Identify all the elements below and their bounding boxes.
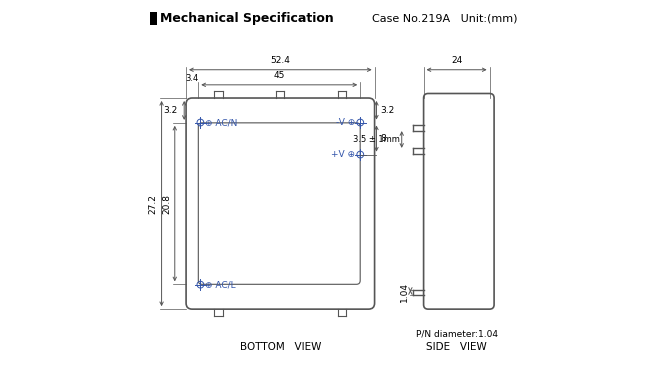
Text: +V ⊕: +V ⊕ [332,150,355,159]
Text: 3.2: 3.2 [381,106,395,115]
Text: 52.4: 52.4 [271,56,290,65]
Text: 24: 24 [451,56,462,65]
Text: P/N diameter:1.04: P/N diameter:1.04 [415,329,498,338]
Text: 3.4: 3.4 [186,74,199,83]
Text: 1.04: 1.04 [399,282,409,302]
Text: 8: 8 [381,134,387,143]
Text: Case No.219A   Unit:(mm): Case No.219A Unit:(mm) [373,13,518,23]
Text: -V ⊕: -V ⊕ [336,118,355,127]
Text: 20.8: 20.8 [162,193,171,214]
Text: ⊕ AC/L: ⊕ AC/L [205,280,236,289]
Text: Mechanical Specification: Mechanical Specification [159,12,334,25]
Text: 3.2: 3.2 [163,106,178,115]
Bar [150,12,157,25]
Text: BOTTOM   VIEW: BOTTOM VIEW [240,342,321,352]
Text: 45: 45 [273,71,285,80]
Text: ⊕ AC/N: ⊕ AC/N [205,118,238,127]
Text: 27.2: 27.2 [148,194,157,213]
Text: SIDE   VIEW: SIDE VIEW [426,342,487,352]
Text: 3.5 ± 1mm: 3.5 ± 1mm [353,135,400,144]
